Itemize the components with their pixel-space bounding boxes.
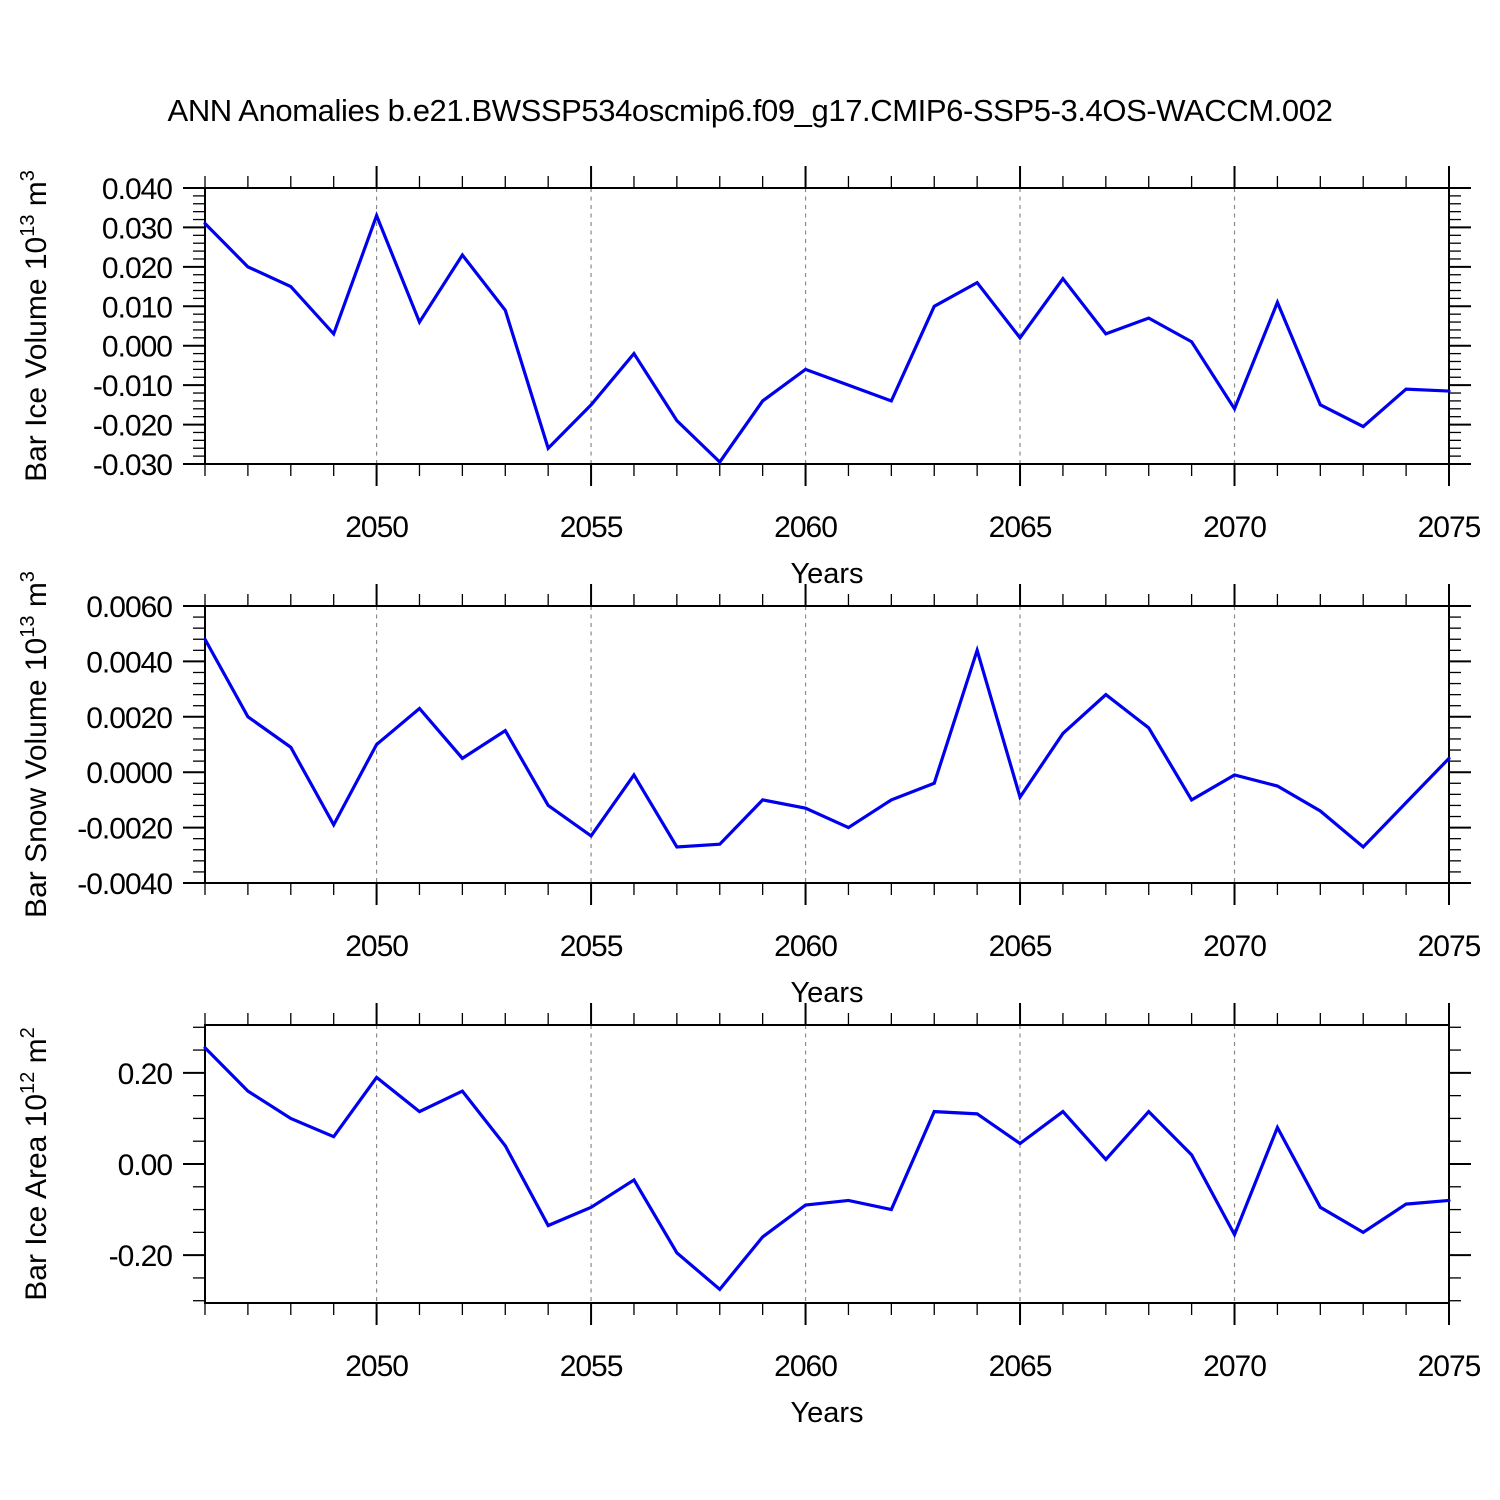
- y-tick-labels: 0.0060 0.0040 0.0020 0.0000 -0.0020 -0.0040: [77, 591, 173, 901]
- x-axis-title: Years: [790, 977, 863, 1009]
- minor-ticks: [193, 594, 1461, 895]
- x-axis-title: Years: [790, 558, 863, 590]
- x-tick-label: 2065: [989, 930, 1052, 963]
- y-tick-label: 0.0040: [86, 646, 172, 679]
- minor-ticks: [193, 176, 1461, 476]
- y-tick-label: -0.010: [93, 370, 172, 403]
- x-axis-title: Years: [790, 1397, 863, 1429]
- major-ticks: [183, 1003, 1471, 1325]
- x-tick-label: 2050: [345, 511, 408, 544]
- ice-area-series-line: [203, 1046, 1451, 1292]
- x-tick-label: 2070: [1203, 1350, 1266, 1383]
- x-tick-label: 2070: [1203, 511, 1266, 544]
- x-tick-label: 2075: [1418, 930, 1481, 963]
- x-tick-label: 2070: [1203, 930, 1266, 963]
- y-tick-labels: 0.040 0.030 0.020 0.010 0.000 -0.010 -0.020 -0.…: [93, 173, 173, 482]
- x-tick-labels: 2050 2055 2060 2065 2070 2075: [345, 930, 1481, 963]
- y-tick-label: 0.010: [102, 291, 172, 324]
- page-title: ANN Anomalies b.e21.BWSSP534oscmip6.f09_…: [167, 93, 1333, 128]
- axis-frame: [204, 1024, 1450, 1304]
- y-tick-label: -0.030: [93, 449, 172, 482]
- y-tick-label: 0.0060: [86, 591, 172, 624]
- y-axis-title: Bar Ice Volume 1013 m3: [17, 170, 53, 482]
- y-tick-label: -0.020: [93, 410, 172, 443]
- y-tick-label: -0.20: [109, 1240, 173, 1273]
- panel-ice-volume: 0.040 0.030 0.020 0.010 0.000 -0.010 -0.020 -0.…: [17, 166, 1482, 590]
- x-tick-label: 2075: [1418, 511, 1481, 544]
- y-tick-label: 0.000: [102, 331, 172, 364]
- y-tick-label: 0.0000: [86, 757, 172, 790]
- x-tick-label: 2060: [774, 511, 837, 544]
- panel-ice-area: 0.20 0.00 -0.20 2050 2055 2060 2065 2070 2075 Yea…: [17, 1003, 1482, 1429]
- x-tick-label: 2060: [774, 930, 837, 963]
- y-tick-label: 0.020: [102, 252, 172, 285]
- x-tick-labels: 2050 2055 2060 2065 2070 2075: [345, 1350, 1481, 1383]
- y-tick-labels: 0.20 0.00 -0.20: [109, 1058, 174, 1273]
- y-tick-label: 0.20: [118, 1058, 173, 1091]
- y-tick-label: 0.030: [102, 212, 172, 245]
- x-tick-labels: 2050 2055 2060 2065 2070 2075: [345, 511, 1481, 544]
- axis-frame: [204, 605, 1450, 884]
- minor-ticks: [193, 1013, 1461, 1315]
- x-tick-label: 2050: [345, 930, 408, 963]
- y-axis-title: Bar Snow Volume 1013 m3: [17, 571, 53, 918]
- x-tick-label: 2055: [560, 1350, 623, 1383]
- gridlines: [375, 1025, 1236, 1303]
- y-tick-label: 0.0020: [86, 702, 172, 735]
- ice-volume-series-line: [203, 211, 1451, 465]
- major-ticks: [183, 166, 1471, 486]
- y-axis-title: Bar Ice Area 1012 m2: [17, 1027, 53, 1301]
- x-tick-label: 2065: [989, 1350, 1052, 1383]
- y-tick-label: -0.0020: [77, 813, 172, 846]
- axis-frame: [204, 187, 1450, 465]
- x-tick-label: 2075: [1418, 1350, 1481, 1383]
- y-tick-label: 0.00: [118, 1149, 173, 1182]
- x-tick-label: 2055: [560, 511, 623, 544]
- y-tick-label: 0.040: [102, 173, 172, 206]
- x-tick-label: 2055: [560, 930, 623, 963]
- y-tick-label: -0.0040: [77, 868, 172, 901]
- major-ticks: [183, 584, 1471, 905]
- x-tick-label: 2060: [774, 1350, 837, 1383]
- snow-volume-series-line: [203, 637, 1451, 850]
- panel-snow-volume: 0.0060 0.0040 0.0020 0.0000 -0.0020 -0.0040 20…: [17, 571, 1482, 1009]
- x-tick-label: 2050: [345, 1350, 408, 1383]
- x-tick-label: 2065: [989, 511, 1052, 544]
- gridlines: [375, 606, 1236, 883]
- gridlines: [375, 188, 1236, 464]
